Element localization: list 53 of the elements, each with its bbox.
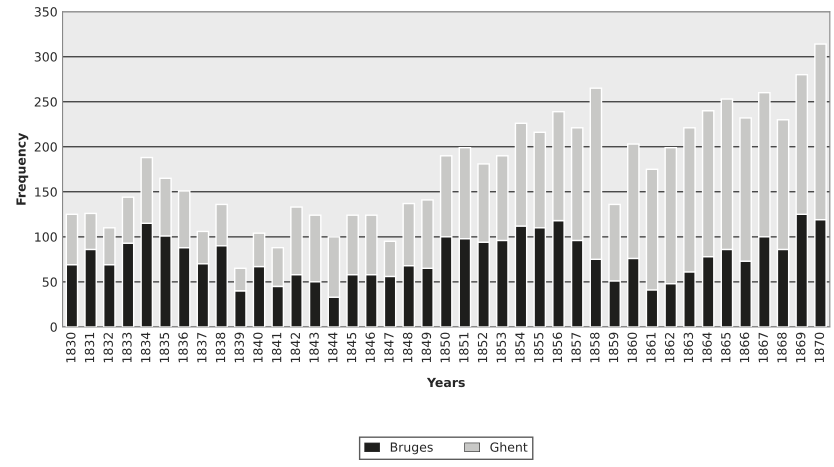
y-tick-label: 250 (34, 97, 57, 107)
x-tick-label: 1863 (684, 332, 694, 362)
x-tick-label: 1830 (66, 332, 76, 362)
y-tick-label: 100 (35, 232, 57, 242)
x-tick-label: 1860 (628, 332, 637, 362)
x-tick-label: 1838 (216, 332, 226, 362)
x-tick-label: 1852 (478, 333, 488, 362)
x-tick-label: 1864 (702, 332, 712, 362)
x-tick-label: 1854 (515, 332, 525, 362)
x-tick-label: 1850 (440, 332, 450, 362)
x-tick-label: 1834 (140, 332, 150, 362)
x-tick-label: 1843 (309, 332, 319, 362)
x-tick-label: 1859 (608, 332, 618, 362)
x-tick-label: 1835 (160, 332, 170, 362)
x-tick-label: 1865 (721, 332, 731, 362)
x-tick-label: 1840 (253, 332, 263, 362)
x-tick-label: 1867 (758, 332, 768, 362)
x-tick-label: 1866 (740, 332, 750, 362)
x-tick-label: 1862 (664, 333, 674, 362)
x-tick-label: 1836 (178, 332, 188, 362)
x-tick-label: 1856 (552, 332, 562, 362)
y-tick-label: 200 (34, 142, 57, 152)
x-tick-label: 1833 (122, 332, 132, 362)
x-tick-label: 1855 (534, 332, 544, 362)
x-tick-label: 1849 (422, 332, 432, 362)
x-tick-label: 1846 (366, 332, 375, 362)
x-tick-label: 1870 (814, 332, 824, 362)
x-tick-label: 1848 (402, 332, 412, 362)
y-tick-label: 150 (35, 187, 57, 197)
legend-label: Bruges (390, 442, 433, 454)
x-tick-label: 1858 (590, 332, 600, 362)
x-tick-label: 1837 (197, 332, 207, 362)
y-tick-label: 300 (34, 52, 57, 62)
x-tick-label: 1831 (84, 332, 94, 362)
x-tick-label: 1853 (496, 332, 506, 362)
x-tick-label: 1847 (384, 332, 394, 362)
x-tick-label: 1868 (777, 332, 787, 362)
x-tick-label: 1844 (328, 332, 338, 362)
x-tick-label: 1842 (290, 333, 300, 362)
x-axis-title: Years (426, 378, 465, 388)
y-tick-label: 50 (42, 277, 57, 287)
y-axis-title: Frequency (16, 132, 28, 205)
x-tick-label: 1839 (234, 332, 244, 362)
y-tick-label: 350 (34, 7, 57, 17)
legend-label: Ghent (490, 442, 528, 452)
x-tick-label: 1869 (796, 332, 806, 362)
x-tick-label: 1841 (272, 332, 282, 362)
x-tick-label: 1845 (346, 332, 356, 362)
x-tick-label: 1851 (459, 332, 469, 362)
x-tick-label: 1832 (104, 333, 113, 362)
x-tick-label: 1857 (571, 332, 581, 362)
y-tick-label: 0 (50, 322, 57, 332)
x-tick-label: 1861 (646, 332, 656, 362)
